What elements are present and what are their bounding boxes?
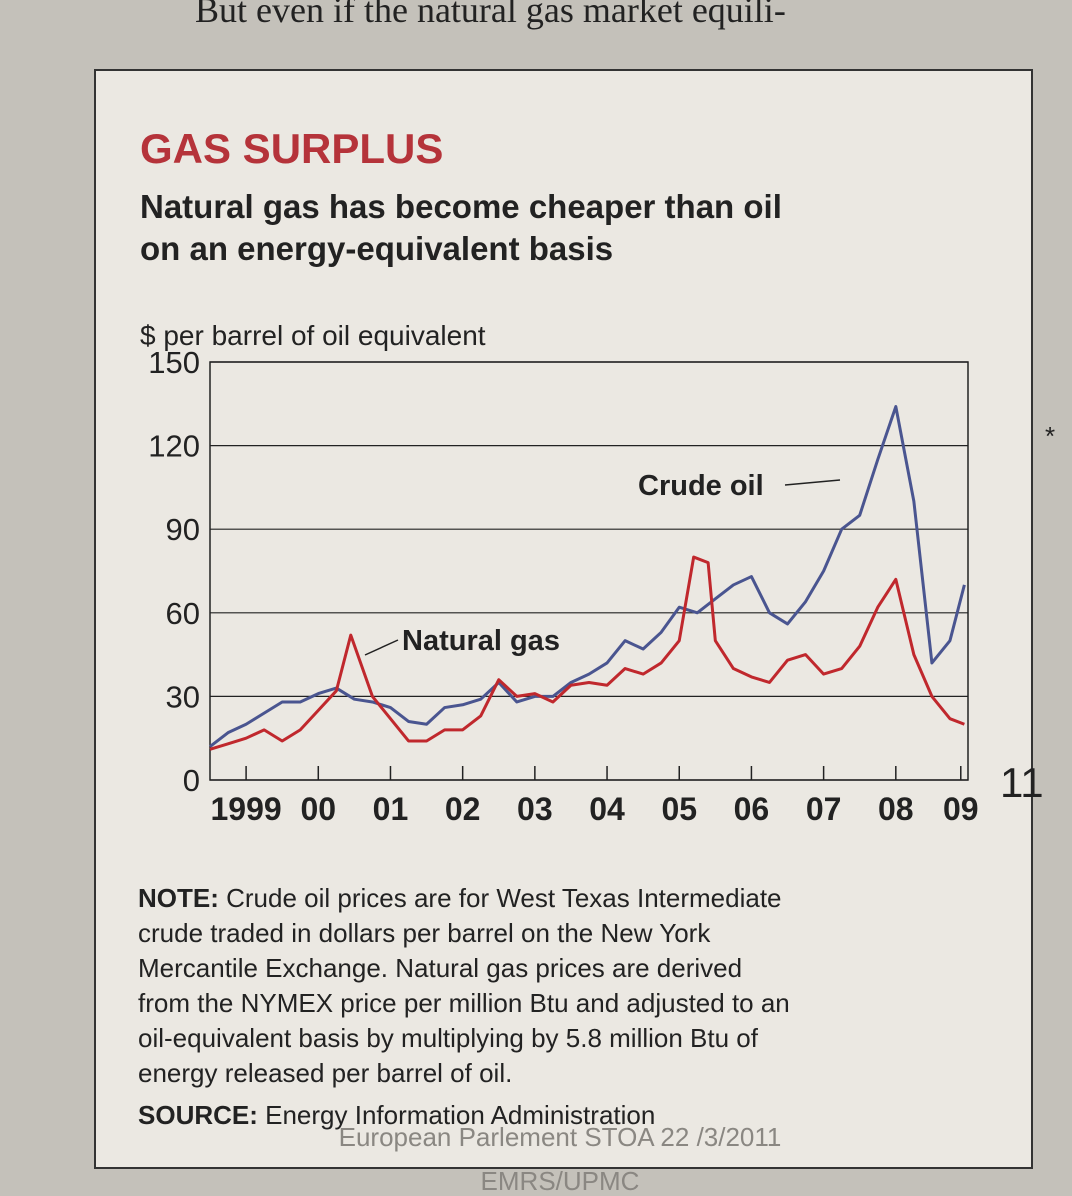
note-line: Mercantile Exchange. Natural gas prices …	[138, 953, 742, 983]
leader-line	[784, 479, 841, 486]
bullet: *	[1045, 421, 1055, 451]
chart-box	[94, 69, 1033, 1169]
note-line: oil-equivalent basis by multiplying by 5…	[138, 1023, 759, 1053]
y-tick-label: 0	[183, 763, 200, 798]
note-line: Crude oil prices are for West Texas Inte…	[219, 883, 782, 913]
x-tick-label: 05	[661, 791, 697, 827]
chart-subtitle: on an energy-equivalent basis	[140, 230, 613, 267]
x-tick-label: 03	[517, 791, 553, 827]
y-tick-label: 90	[166, 512, 200, 547]
note-line: energy released per barrel of oil.	[138, 1058, 512, 1088]
footer-text: EMRS/UPMC	[481, 1166, 640, 1196]
note-line: from the NYMEX price per million Btu and…	[138, 988, 790, 1018]
note-text: Mercantile Exchange. Natural gas prices …	[138, 953, 742, 983]
source: Energy Information Administration	[258, 1100, 655, 1130]
y-tick-label: 30	[166, 679, 200, 714]
data-line	[209, 555, 965, 751]
x-tick-label: 01	[373, 791, 409, 827]
note-text: energy released per barrel of oil.	[138, 1058, 512, 1088]
note-text: oil-equivalent basis by multiplying by 5…	[138, 1023, 759, 1053]
series-label: Natural gas	[402, 625, 560, 657]
x-tick-label: 04	[589, 791, 625, 827]
x-tick-label: 02	[445, 791, 481, 827]
note-line: crude traded in dollars per barrel on th…	[138, 918, 711, 948]
series-label: Crude oil	[638, 470, 764, 502]
source-label: SOURCE:	[138, 1100, 258, 1130]
x-tick-label: 1999	[211, 791, 282, 827]
note-text: from the NYMEX price per million Btu and…	[138, 988, 790, 1018]
x-tick-label: 07	[806, 791, 842, 827]
y-tick-label: 150	[148, 345, 200, 380]
leader-line	[364, 639, 399, 656]
source-text: SOURCE: Energy Information Administratio…	[138, 1100, 655, 1130]
chart-title: GAS SURPLUS	[140, 125, 443, 172]
note-text: crude traded in dollars per barrel on th…	[138, 918, 711, 948]
note-label: NOTE:	[138, 883, 219, 913]
y-tick-label: 60	[166, 596, 200, 631]
y-axis-label: $ per barrel of oil equivalent	[140, 320, 486, 351]
header-text: But even if the natural gas market equil…	[195, 0, 786, 30]
page-number: 11	[1000, 759, 1044, 806]
x-tick-label: 06	[734, 791, 770, 827]
footer-text: European Parlement STOA 22 /3/2011	[339, 1122, 782, 1152]
x-tick-label: 00	[300, 791, 336, 827]
note-text: NOTE: Crude oil prices are for West Texa…	[138, 883, 782, 913]
chart-subtitle: Natural gas has become cheaper than oil	[140, 188, 782, 225]
x-tick-label: 08	[878, 791, 914, 827]
x-tick-label: 09	[943, 791, 979, 827]
y-tick-label: 120	[148, 429, 200, 464]
